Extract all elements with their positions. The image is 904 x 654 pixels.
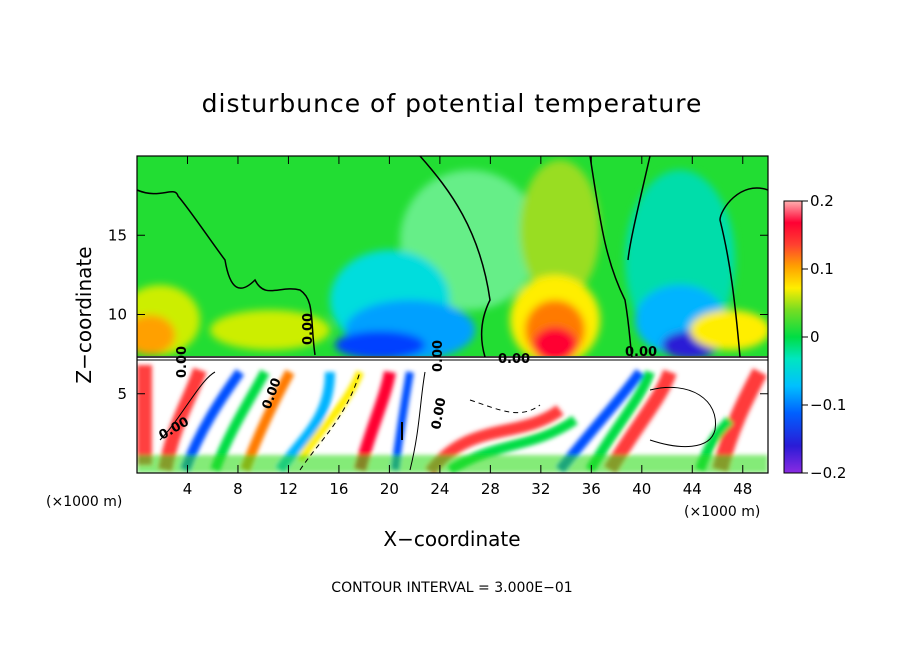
colorbar-tick-label: 0.2 (810, 192, 834, 210)
y-tick-label: 10 (108, 306, 127, 324)
x-tick-label: 40 (632, 480, 651, 498)
x-tick-label: 44 (683, 480, 702, 498)
contour-label: 0.00 (431, 340, 446, 372)
heatmap-field (137, 156, 768, 473)
y-tick-label: 5 (117, 385, 127, 403)
x-tick-label: 12 (279, 480, 298, 498)
x-axis-label: X−coordinate (383, 527, 520, 551)
x-tick-label: 24 (430, 480, 449, 498)
x-axis: 4 8 12 16 20 24 28 32 36 40 44 48 (183, 156, 752, 498)
chart-title: disturbunce of potential temperature (202, 89, 703, 118)
colorbar-gradient (783, 200, 803, 474)
contour-label: 0.00 (429, 396, 449, 430)
x-tick-label: 36 (582, 480, 601, 498)
contour-label: 0.00 (498, 352, 530, 367)
y-tick-label: 15 (108, 226, 127, 244)
colorbar-tick-label: 0.1 (810, 260, 834, 278)
x-tick-label: 8 (233, 480, 243, 498)
colorbar-tick-label: −0.1 (810, 396, 846, 414)
contour-label: 0.00 (301, 313, 316, 345)
colorbar-tick-label: 0 (810, 328, 820, 346)
colorbar-tick-label: −0.2 (810, 464, 846, 482)
x-tick-label: 28 (481, 480, 500, 498)
y-axis: 5 10 15 (108, 226, 768, 403)
x-tick-label: 16 (329, 480, 348, 498)
colorbar: 0.2 0.1 0 −0.1 −0.2 (783, 192, 846, 482)
x-tick-label: 20 (380, 480, 399, 498)
contour-label: 0.00 (625, 345, 657, 360)
x-tick-label: 48 (733, 480, 752, 498)
x-unit-label-left: (×1000 m) (46, 494, 122, 510)
contour-label: 0.00 (175, 346, 190, 378)
contour-interval-note: CONTOUR INTERVAL = 3.000E−01 (331, 580, 572, 596)
contour-labels: 0.00 0.00 0.00 0.00 0.00 0.00 0.00 0.00 (157, 313, 658, 444)
y-axis-label: Z−coordinate (72, 246, 96, 383)
x-tick-label: 32 (531, 480, 550, 498)
x-unit-label-right: (×1000 m) (684, 504, 760, 520)
x-tick-label: 4 (183, 480, 193, 498)
